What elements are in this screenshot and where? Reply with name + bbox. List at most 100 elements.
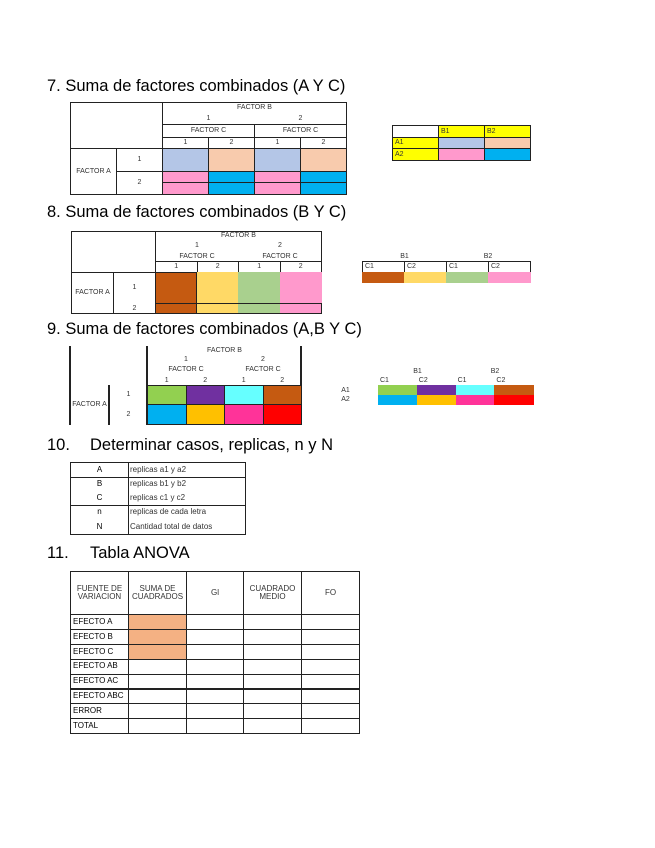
color-cell <box>224 404 264 425</box>
color-cell <box>147 385 187 405</box>
anova-header: SUMA DE CUADRADOS <box>128 571 187 615</box>
anova-value-cell <box>301 718 360 735</box>
a2-label: 2 <box>132 304 137 312</box>
color-cell <box>484 148 531 161</box>
anova-value-cell <box>186 628 244 645</box>
color-cell <box>238 272 281 304</box>
b2-label: 2 <box>261 356 265 364</box>
factor-b-label: FACTOR B <box>207 347 242 355</box>
case-description: replicas a1 y a2 <box>130 464 187 474</box>
b1-label: 1 <box>184 356 188 364</box>
b1-label: 1 <box>206 114 211 122</box>
color-cell <box>196 272 239 304</box>
anova-row-label: EFECTO AB <box>70 658 129 675</box>
case-key: B <box>96 479 103 489</box>
corner-cell <box>71 231 156 273</box>
color-cell <box>362 272 405 283</box>
color-cell <box>455 395 496 405</box>
color-cell <box>162 148 209 172</box>
b1-header: B1 <box>413 367 422 375</box>
case-key: N <box>96 521 103 531</box>
anova-value-cell <box>301 658 360 675</box>
border-line <box>69 346 71 425</box>
section-8-title: 8. Suma de factores combinados (B Y C) <box>47 203 347 221</box>
color-cell <box>455 385 496 396</box>
case-description: replicas de cada letra <box>130 507 207 517</box>
anova-value-cell <box>128 703 187 720</box>
anova-value-cell <box>186 643 244 660</box>
color-cell <box>147 404 187 425</box>
a1-label: 1 <box>116 148 163 172</box>
anova-row-label: EFECTO AC <box>70 673 129 690</box>
anova-value-cell <box>128 718 187 735</box>
color-cell <box>224 385 264 405</box>
anova-value-cell <box>128 643 187 660</box>
factor-a-label: FACTOR A <box>70 148 117 195</box>
anova-header: FUENTE DE VARIACION <box>70 571 129 615</box>
case-key: C <box>96 493 103 503</box>
anova-row-label: TOTAL <box>70 718 129 735</box>
anova-value-cell <box>128 658 187 675</box>
c-level-label: 2 <box>280 376 285 384</box>
border-line <box>108 385 110 425</box>
a2-header: A2 <box>392 148 439 161</box>
anova-value-cell <box>243 643 302 660</box>
color-cell <box>279 272 322 304</box>
a2-label: 2 <box>116 171 163 195</box>
c-header: C1 <box>380 377 389 385</box>
color-cell <box>446 272 489 283</box>
anova-value-cell <box>186 718 244 735</box>
anova-header: CUADRADO MEDIO <box>243 571 302 615</box>
factor-c-label: FACTOR C <box>179 252 215 260</box>
color-cell <box>378 395 418 405</box>
anova-value-cell <box>186 703 244 720</box>
color-cell <box>254 182 301 195</box>
color-cell <box>196 303 239 314</box>
factor-b-label: FACTOR B <box>221 232 256 240</box>
anova-value-cell <box>301 614 360 630</box>
c-header: C2 <box>418 377 428 385</box>
section-10-title: Determinar casos, replicas, n y N <box>90 436 333 454</box>
color-cell <box>494 395 535 405</box>
color-cell <box>438 148 485 161</box>
case-description: Cantidad total de datos <box>130 521 213 531</box>
color-cell <box>404 272 447 283</box>
c-level-label: 1 <box>164 376 169 384</box>
factor-c-label: FACTOR C <box>245 366 281 374</box>
anova-value-cell <box>243 688 302 705</box>
table-cell <box>70 477 246 506</box>
b1-label: 1 <box>195 242 199 250</box>
anova-value-cell <box>301 643 360 660</box>
anova-value-cell <box>186 614 244 630</box>
color-cell <box>262 404 302 425</box>
anova-value-cell <box>128 673 187 690</box>
anova-value-cell <box>243 628 302 645</box>
a2-label: 2 <box>126 410 131 418</box>
c-level-label: 1 <box>241 376 246 384</box>
anova-value-cell <box>243 703 302 720</box>
a1-header: A1 <box>341 386 350 394</box>
color-cell <box>262 385 302 405</box>
b1-header: B1 <box>400 252 409 260</box>
color-cell <box>208 148 255 172</box>
factor-a-label: FACTOR A <box>72 401 107 409</box>
anova-value-cell <box>301 703 360 720</box>
color-cell <box>185 404 225 425</box>
color-cell <box>300 182 347 195</box>
anova-row-label: ERROR <box>70 703 129 720</box>
color-cell <box>208 182 255 195</box>
a2-header: A2 <box>341 396 350 404</box>
anova-value-cell <box>301 628 360 645</box>
case-description: replicas b1 y b2 <box>130 479 187 489</box>
anova-row-label: EFECTO C <box>70 643 129 660</box>
section-11-title: Tabla ANOVA <box>90 544 190 562</box>
factor-c-label: FACTOR C <box>168 366 204 374</box>
anova-row-label: EFECTO B <box>70 628 129 645</box>
anova-value-cell <box>186 658 244 675</box>
corner-cell <box>70 102 163 149</box>
case-description: replicas c1 y c2 <box>130 493 186 503</box>
factor-c-label: FACTOR C <box>262 252 298 260</box>
anova-row-label: EFECTO ABC <box>70 688 129 705</box>
anova-value-cell <box>128 614 187 630</box>
